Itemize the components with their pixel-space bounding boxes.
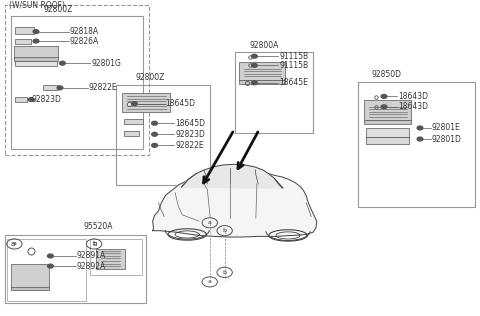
Bar xyxy=(124,131,139,136)
Text: 18645D: 18645D xyxy=(175,119,205,128)
Text: 92823D: 92823D xyxy=(175,130,205,139)
Bar xyxy=(90,239,142,275)
Polygon shape xyxy=(153,168,317,237)
Circle shape xyxy=(152,143,157,147)
Bar xyxy=(11,264,49,288)
Text: a: a xyxy=(12,241,16,246)
Circle shape xyxy=(48,254,53,258)
Bar xyxy=(235,52,313,133)
Circle shape xyxy=(381,105,387,109)
Text: b: b xyxy=(92,241,96,246)
Bar xyxy=(122,93,170,112)
Bar xyxy=(15,97,27,102)
Circle shape xyxy=(152,132,157,136)
Bar xyxy=(239,62,285,80)
Text: a: a xyxy=(208,220,212,225)
Bar xyxy=(11,287,49,290)
Text: 91115B: 91115B xyxy=(279,52,309,61)
Text: 92892A: 92892A xyxy=(77,262,106,270)
Text: 92818A: 92818A xyxy=(70,27,99,36)
Bar xyxy=(358,82,475,207)
Polygon shape xyxy=(181,164,282,188)
Circle shape xyxy=(152,121,157,125)
Bar xyxy=(5,5,149,155)
Bar xyxy=(43,85,58,90)
Circle shape xyxy=(57,86,63,90)
Circle shape xyxy=(381,94,387,98)
Text: 92891A: 92891A xyxy=(77,252,106,260)
Text: 95520A: 95520A xyxy=(84,222,113,231)
Text: b: b xyxy=(223,270,227,275)
Text: 92826A: 92826A xyxy=(70,37,99,46)
Bar xyxy=(14,46,58,58)
Text: 92801E: 92801E xyxy=(432,124,461,132)
Circle shape xyxy=(417,137,423,141)
Bar xyxy=(15,61,57,66)
Circle shape xyxy=(252,64,257,67)
Circle shape xyxy=(48,264,53,268)
Text: 92850D: 92850D xyxy=(372,70,402,79)
Text: 18645D: 18645D xyxy=(166,99,196,108)
Bar xyxy=(15,39,31,44)
Circle shape xyxy=(28,98,34,101)
Bar xyxy=(7,239,86,301)
Bar xyxy=(364,100,411,120)
Text: 18645E: 18645E xyxy=(279,78,308,87)
Circle shape xyxy=(33,39,39,43)
Bar xyxy=(15,27,34,34)
Bar xyxy=(364,120,411,124)
Bar xyxy=(5,235,146,303)
Bar xyxy=(11,16,143,149)
Circle shape xyxy=(33,30,39,33)
Text: 92800A: 92800A xyxy=(250,41,279,50)
Circle shape xyxy=(60,61,65,65)
Bar xyxy=(116,85,210,185)
Bar xyxy=(366,137,409,144)
Text: 92801G: 92801G xyxy=(91,59,121,68)
Circle shape xyxy=(132,102,137,106)
Bar xyxy=(124,119,143,124)
Circle shape xyxy=(252,81,257,85)
Circle shape xyxy=(252,54,257,58)
Text: a: a xyxy=(208,279,212,284)
Bar xyxy=(96,249,125,269)
Bar xyxy=(239,80,285,84)
Text: 92800Z: 92800Z xyxy=(43,5,72,14)
Text: b: b xyxy=(223,228,227,233)
Text: 92822E: 92822E xyxy=(175,141,204,150)
Text: 18643D: 18643D xyxy=(398,92,428,101)
Text: 92801D: 92801D xyxy=(432,135,462,143)
Text: (W/SUN ROOF): (W/SUN ROOF) xyxy=(9,1,65,10)
Text: a: a xyxy=(11,241,15,247)
Circle shape xyxy=(417,126,423,130)
Bar xyxy=(366,128,409,137)
Text: 92822E: 92822E xyxy=(89,83,118,92)
Text: 91115B: 91115B xyxy=(279,61,309,70)
Text: 92823D: 92823D xyxy=(31,95,61,104)
Bar xyxy=(14,57,58,61)
Text: 92800Z: 92800Z xyxy=(135,73,165,82)
Text: b: b xyxy=(93,241,97,247)
Text: 18643D: 18643D xyxy=(398,102,428,111)
